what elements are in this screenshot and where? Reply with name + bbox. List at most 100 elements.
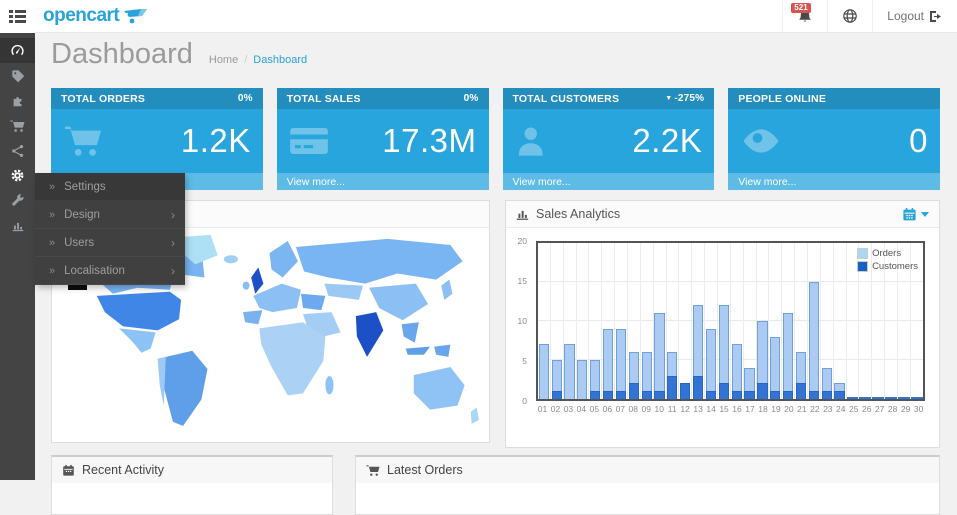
sidebar-item-tools[interactable] <box>0 188 35 213</box>
list-menu-icon <box>9 9 26 24</box>
orders-bar <box>654 313 665 399</box>
sales-chart-xlabels: 01 02 03 04 05 06 07 08 09 10 11 12 13 14 15 16 17 18 19 20… <box>536 404 925 414</box>
x-axis-tick: 17 <box>745 404 755 414</box>
orders-bar <box>757 321 768 399</box>
sidebar-item-catalog[interactable] <box>0 63 35 88</box>
chart-column <box>795 243 809 399</box>
caret-down-icon: ▼ <box>665 95 673 102</box>
chart-column <box>859 243 873 399</box>
chart-column <box>744 243 757 399</box>
customers-bar <box>757 383 768 399</box>
logout-icon <box>929 10 943 23</box>
user-icon <box>515 123 551 159</box>
flyout-item-localisation[interactable]: » Localisation › <box>35 257 185 285</box>
chart-column <box>769 243 783 399</box>
legend-swatch <box>857 261 869 272</box>
y-axis-tick: 0 <box>522 396 527 406</box>
breadcrumb-separator: / <box>244 54 248 66</box>
x-axis-tick: 20 <box>784 404 794 414</box>
chart-column <box>641 243 654 399</box>
flyout-item-settings[interactable]: » Settings <box>35 173 185 201</box>
bar-chart-icon <box>516 208 529 221</box>
x-axis-tick: 12 <box>680 404 690 414</box>
tile-value: 2.2K <box>632 122 703 159</box>
panel-title: Sales Analytics <box>536 207 621 221</box>
breadcrumb-home-link[interactable]: Home <box>208 54 239 66</box>
speedometer-icon <box>10 43 25 58</box>
customers-bar <box>628 383 639 399</box>
tag-icon <box>11 69 25 83</box>
tile-total-sales: TOTAL SALES 0% 17.3M View more... <box>276 88 489 190</box>
tile-title: TOTAL SALES <box>286 92 361 105</box>
x-axis-tick: 02 <box>550 404 561 414</box>
menu-toggle-button[interactable] <box>0 0 35 33</box>
orders-bar <box>808 282 819 399</box>
sales-analytics-panel: Sales Analytics 0 5 10 15 20 Orders Customers… <box>505 200 940 448</box>
x-axis-tick: 24 <box>836 404 846 414</box>
date-range-button[interactable] <box>902 207 929 222</box>
chart-column <box>602 243 616 399</box>
view-more-link[interactable]: View more... <box>502 173 715 190</box>
flyout-item-users[interactable]: » Users › <box>35 229 185 257</box>
submenu-chevron-icon: › <box>171 235 175 250</box>
customers-bar <box>834 391 845 399</box>
legend-entry: Orders <box>857 248 918 259</box>
x-axis-tick: 03 <box>563 404 574 414</box>
customers-bar <box>641 391 652 399</box>
customers-bar <box>808 391 819 399</box>
sidebar-item-extensions[interactable] <box>0 88 35 113</box>
view-more-link[interactable]: View more... <box>276 173 489 190</box>
logout-button[interactable]: Logout <box>872 0 957 33</box>
world-map-panel <box>51 200 490 443</box>
sidebar-item-system[interactable] <box>0 163 35 188</box>
tile-total-customers: TOTAL CUSTOMERS ▼ -275% 2.2K View more..… <box>502 88 715 190</box>
notifications-button[interactable]: 521 <box>782 0 827 33</box>
calendar-icon <box>62 464 75 477</box>
flyout-notch <box>68 283 87 290</box>
x-axis-tick: 23 <box>823 404 833 414</box>
opencart-logo[interactable]: opencart <box>43 5 149 27</box>
chart-column <box>834 243 847 399</box>
sidebar-item-dashboard[interactable] <box>0 38 35 63</box>
sales-chart-ylabels: 0 5 10 15 20 <box>510 236 530 406</box>
storefront-button[interactable] <box>827 0 872 33</box>
bottom-row: Recent Activity Latest Orders <box>51 455 940 515</box>
shopping-cart-icon <box>63 123 103 159</box>
sidebar-item-reports[interactable] <box>0 213 35 238</box>
tile-people-online: PEOPLE ONLINE 0 View more... <box>728 88 940 190</box>
orders-bar <box>731 344 742 399</box>
flyout-item-design[interactable]: » Design › <box>35 201 185 229</box>
orders-bar <box>783 313 794 399</box>
sidebar-item-marketing[interactable] <box>0 138 35 163</box>
customers-bar <box>654 391 665 399</box>
breadcrumb-current-link[interactable]: Dashboard <box>253 54 308 66</box>
calendar-icon <box>902 207 917 222</box>
legend-label: Orders <box>872 248 902 259</box>
shopping-cart-icon <box>10 119 25 133</box>
chart-column <box>667 243 680 399</box>
chart-column <box>718 243 731 399</box>
legend-entry: Customers <box>857 261 918 272</box>
customers-bar <box>718 383 729 399</box>
legend-swatch <box>857 248 869 259</box>
chart-column <box>847 243 860 399</box>
customers-bar <box>615 391 627 399</box>
opencart-cart-icon <box>123 7 149 25</box>
orders-bar <box>577 360 588 399</box>
logout-label: Logout <box>887 9 924 23</box>
flyout-item-label: Design <box>64 208 100 221</box>
customers-bar <box>744 391 755 399</box>
customers-bar <box>551 391 562 399</box>
view-more-link[interactable]: View more... <box>728 173 940 190</box>
sidebar-item-sales[interactable] <box>0 113 35 138</box>
tile-title: TOTAL CUSTOMERS <box>512 92 620 105</box>
tile-value: 0 <box>909 122 928 159</box>
x-axis-tick: 13 <box>693 404 703 414</box>
customers-bar <box>770 391 781 399</box>
x-axis-tick: 25 <box>849 404 859 414</box>
chart-column <box>731 243 744 399</box>
x-axis-tick: 09 <box>641 404 651 414</box>
bar-chart-icon <box>11 219 25 233</box>
recent-activity-header: Recent Activity <box>52 457 332 483</box>
orders-bar <box>590 360 601 399</box>
